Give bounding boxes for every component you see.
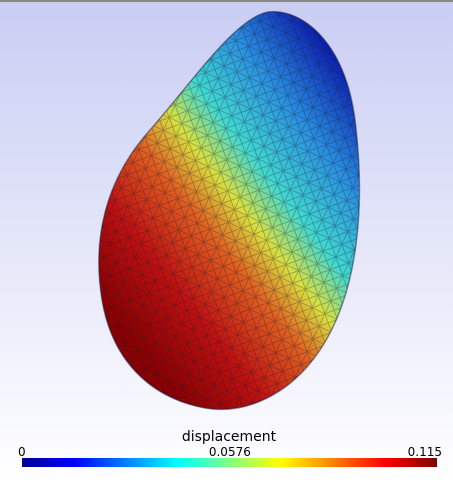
colorbar-tick-label: 0.0576 (209, 445, 251, 459)
colorbar-tick-label: 0 (18, 445, 26, 459)
top-border (0, 0, 453, 2)
viewer: displacement 0 0.0576 0.115 (0, 0, 453, 484)
colorbar-title: displacement (182, 429, 277, 445)
colorbar-tick-label: 0.115 (408, 445, 442, 459)
page: displacement 00.05760.115 (() => { const… (0, 0, 453, 484)
colorbar (22, 458, 437, 467)
